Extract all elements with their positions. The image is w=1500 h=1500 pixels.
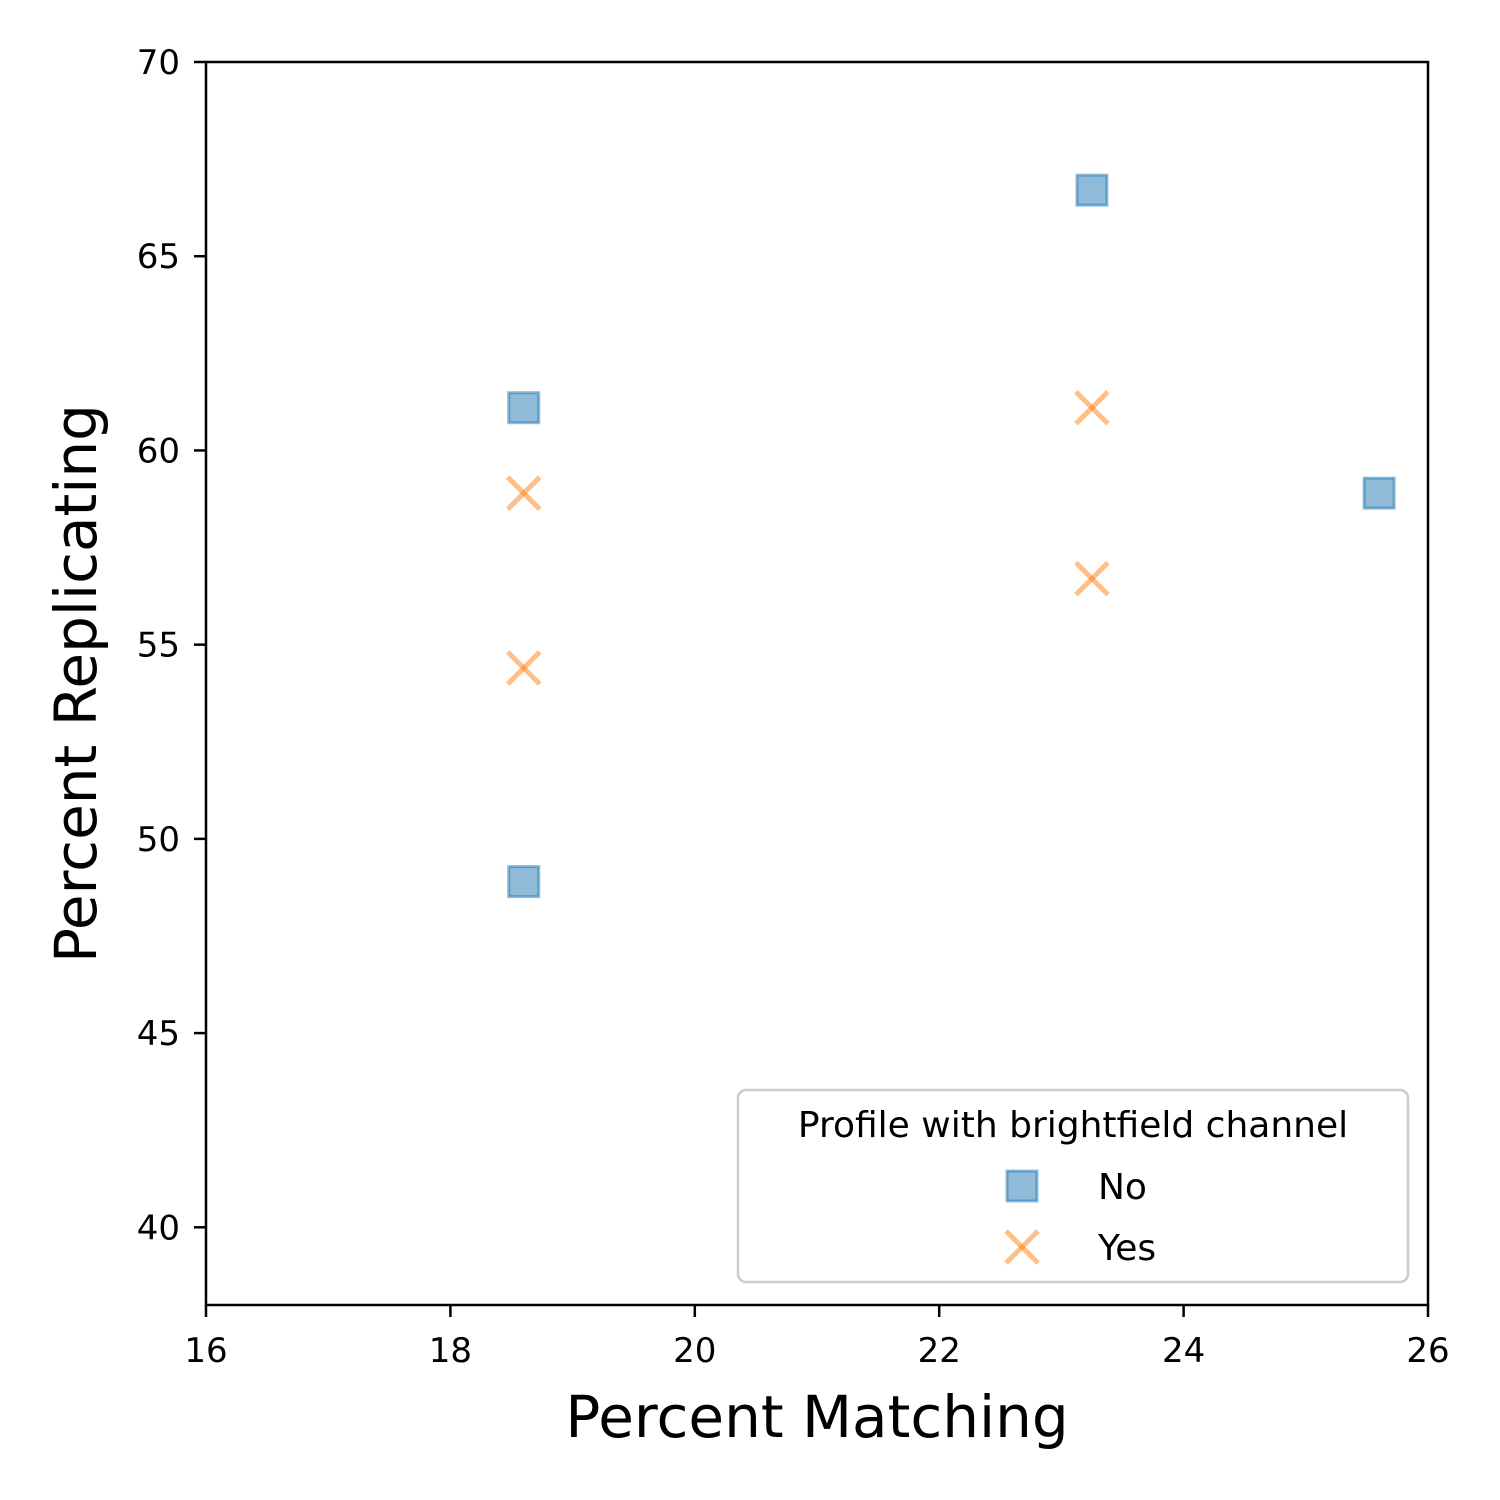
x-tick-label: 16 [184,1331,227,1371]
legend-entries: No Yes [1004,1167,1156,1269]
legend-box [736,1088,1410,1284]
point-yes [1074,389,1110,426]
point-yes [505,650,542,686]
x-tick-label: 26 [1406,1331,1449,1371]
legend-marker-no [1005,1169,1039,1203]
legend-title: Profile with brightfield channel [798,1105,1348,1146]
legend-marker-yes [1004,1229,1040,1265]
y-tick-label: 60 [137,431,180,471]
plot-frame [204,60,1430,1307]
y-tick-label: 65 [137,237,180,277]
x-axis-label: Percent Matching [565,1383,1068,1451]
y-axis-label: Percent Replicating [42,404,110,963]
point-no [1362,476,1396,510]
legend-label: Yes [1097,1228,1156,1269]
plot-marks [505,173,1396,899]
point-no [1075,173,1109,207]
x-axis-ticks: 16 18 20 22 24 26 [184,1305,1450,1371]
point-no [507,391,541,425]
point-yes [505,475,542,511]
y-tick-label: 70 [137,43,180,83]
x-tick-label: 18 [429,1331,472,1371]
x-tick-label: 24 [1162,1331,1205,1371]
y-tick-label: 50 [137,820,180,860]
y-tick-label: 55 [137,626,180,666]
point-yes [1074,560,1110,597]
y-axis-ticks: 40 45 50 55 60 65 70 [137,43,206,1248]
x-tick-label: 20 [673,1331,716,1371]
y-tick-label: 45 [137,1014,180,1054]
point-no [507,865,541,899]
legend: Profile with brightfield channel No Yes [736,1088,1410,1284]
y-tick-label: 40 [137,1208,180,1248]
x-tick-label: 22 [918,1331,961,1371]
legend-label: No [1098,1167,1147,1208]
